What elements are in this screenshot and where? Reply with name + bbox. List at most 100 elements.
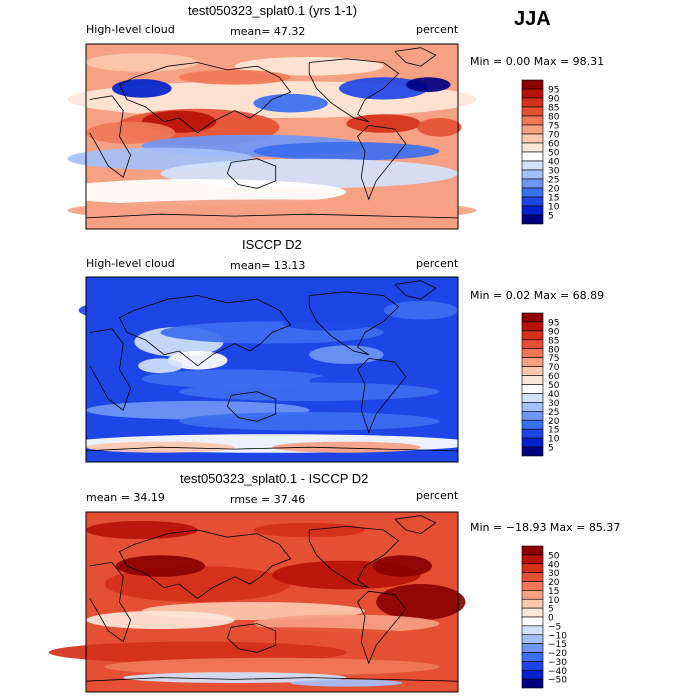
- colorbar-tick-label: 50: [548, 149, 560, 159]
- panel1-variable: High-level cloud: [86, 23, 175, 36]
- panel3-units: percent: [416, 489, 459, 502]
- colorbar-swatch: [521, 590, 544, 600]
- colorbar-swatch: [521, 625, 544, 636]
- colorbar-tick-label: 15: [548, 587, 559, 597]
- coastline: [308, 525, 400, 588]
- season-label: JJA: [514, 8, 551, 30]
- colorbar-tick-label: 25: [548, 176, 559, 186]
- colorbar-tick-label: 95: [548, 318, 559, 328]
- colorbar-swatch: [521, 554, 544, 565]
- contour-region: [115, 555, 205, 577]
- colorbar-tick-label: 80: [548, 113, 560, 123]
- coastline: [394, 515, 437, 535]
- colorbar-tick-label: −50: [548, 676, 567, 686]
- colorbar-tick-label: 40: [548, 158, 560, 168]
- colorbar-tick-label: 90: [548, 327, 560, 337]
- colorbar-swatch: [521, 178, 544, 189]
- contour-region: [167, 351, 228, 370]
- colorbar-tick-label: 30: [548, 167, 560, 177]
- colorbar-tick-label: 95: [548, 86, 559, 96]
- colorbar-swatch: [521, 411, 544, 421]
- coastline: [308, 58, 400, 123]
- panel2-mean: mean= 13.13: [230, 259, 306, 272]
- contour-region: [283, 315, 373, 331]
- colorbar-tick-label: 10: [548, 435, 560, 445]
- colorbar-tick-label: 20: [548, 185, 560, 195]
- colorbar-swatch: [521, 643, 544, 653]
- colorbar-swatch: [521, 446, 544, 457]
- panel1-mean: mean= 47.32: [230, 25, 306, 38]
- colorbar-tick-label: 60: [548, 140, 560, 150]
- colorbar-swatch: [521, 384, 544, 394]
- panel3-mean: mean = 34.19: [86, 491, 165, 504]
- colorbar-swatch: [521, 437, 544, 448]
- panel3-rmse: rmse = 37.46: [230, 493, 306, 506]
- colorbar-tick-label: −10: [548, 631, 567, 641]
- coastline: [85, 446, 459, 452]
- colorbar-swatch: [521, 169, 544, 180]
- coastline: [118, 529, 292, 599]
- colorbar-tick-label: 10: [548, 596, 560, 606]
- colorbar-swatch: [521, 321, 544, 332]
- panel3-minmax: Min = −18.93 Max = 85.37: [470, 521, 621, 534]
- colorbar-tick-label: 5: [548, 212, 554, 222]
- colorbar-tick-label: −30: [548, 658, 567, 668]
- contour-region: [253, 142, 440, 161]
- coastline: [394, 47, 437, 67]
- coastline: [394, 280, 437, 300]
- colorbar-swatch: [521, 428, 544, 439]
- colorbar-swatch: [521, 634, 544, 644]
- coastline: [226, 391, 277, 422]
- colorbar-swatch: [521, 79, 544, 90]
- colorbar-swatch: [521, 160, 544, 171]
- colorbar-tick-label: 40: [548, 390, 560, 400]
- map-frame: [85, 511, 459, 693]
- contour-map-1: [48, 43, 477, 230]
- colorbar-swatch: [521, 330, 544, 341]
- colorbar-tick-label: 85: [548, 336, 559, 346]
- colorbar-swatch: [521, 661, 544, 671]
- colorbar-swatch: [521, 419, 544, 430]
- contour-region: [104, 657, 440, 676]
- coastline: [357, 358, 407, 434]
- coastline: [357, 125, 407, 201]
- colorbar-tick-label: 30: [548, 399, 560, 409]
- colorbar-swatch: [521, 572, 544, 582]
- colorbar-tick-label: 20: [548, 417, 560, 427]
- colorbar-swatch: [521, 339, 544, 350]
- panel3-title: test050323_splat0.1 - ISCCP D2: [180, 471, 369, 486]
- coastline: [89, 95, 132, 178]
- colorbar-tick-label: 80: [548, 345, 560, 355]
- map-frame: [85, 276, 459, 463]
- colorbar-swatch: [521, 607, 544, 618]
- colorbar-tick-label: 75: [548, 354, 559, 364]
- colorbar-tick-label: 60: [548, 372, 560, 382]
- colorbar-tick-label: 15: [548, 194, 559, 204]
- contour-region: [309, 345, 384, 365]
- contour-region: [78, 301, 168, 320]
- coastline: [308, 291, 400, 356]
- panel1-minmax: Min = 0.00 Max = 98.31: [470, 55, 605, 68]
- colorbar-swatch: [521, 205, 544, 216]
- coastline: [85, 677, 459, 682]
- colorbar-swatch: [521, 357, 544, 367]
- contour-region: [86, 121, 176, 144]
- colorbar-tick-label: 25: [548, 408, 559, 418]
- contour-map-2: [67, 276, 477, 463]
- colorbar-tick-label: 70: [548, 363, 560, 373]
- colorbar-swatch: [521, 115, 544, 126]
- contour-region: [253, 93, 328, 113]
- colorbar-tick-label: 40: [548, 560, 560, 570]
- coastline: [357, 590, 407, 665]
- colorbar-swatch: [521, 88, 544, 99]
- colorbar-swatch: [521, 375, 544, 385]
- map-frame: [85, 43, 459, 230]
- colorbar-swatch: [521, 214, 544, 225]
- colorbar-swatch: [521, 616, 544, 627]
- colorbar-swatch: [521, 187, 544, 198]
- colorbar-tick-label: −15: [548, 640, 567, 650]
- panel2-minmax: Min = 0.02 Max = 68.89: [470, 289, 605, 302]
- colorbar-swatch: [521, 151, 544, 162]
